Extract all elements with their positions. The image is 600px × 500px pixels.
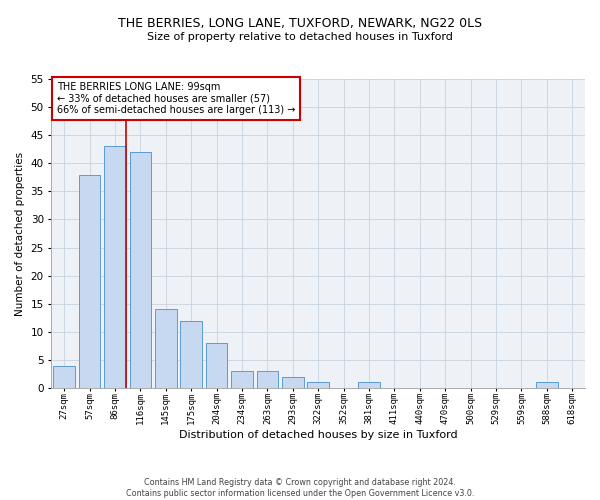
- Bar: [358, 382, 380, 388]
- Text: THE BERRIES LONG LANE: 99sqm
← 33% of detached houses are smaller (57)
66% of se: THE BERRIES LONG LANE: 99sqm ← 33% of de…: [57, 82, 295, 116]
- Bar: [181, 320, 202, 388]
- Bar: [130, 152, 151, 388]
- Bar: [79, 174, 100, 388]
- Bar: [104, 146, 126, 388]
- Bar: [257, 371, 278, 388]
- Bar: [231, 371, 253, 388]
- Text: Contains HM Land Registry data © Crown copyright and database right 2024.
Contai: Contains HM Land Registry data © Crown c…: [126, 478, 474, 498]
- Bar: [307, 382, 329, 388]
- Bar: [155, 310, 176, 388]
- Text: THE BERRIES, LONG LANE, TUXFORD, NEWARK, NG22 0LS: THE BERRIES, LONG LANE, TUXFORD, NEWARK,…: [118, 18, 482, 30]
- Bar: [206, 343, 227, 388]
- Bar: [282, 377, 304, 388]
- Text: Size of property relative to detached houses in Tuxford: Size of property relative to detached ho…: [147, 32, 453, 42]
- X-axis label: Distribution of detached houses by size in Tuxford: Distribution of detached houses by size …: [179, 430, 458, 440]
- Bar: [536, 382, 557, 388]
- Y-axis label: Number of detached properties: Number of detached properties: [15, 152, 25, 316]
- Bar: [53, 366, 75, 388]
